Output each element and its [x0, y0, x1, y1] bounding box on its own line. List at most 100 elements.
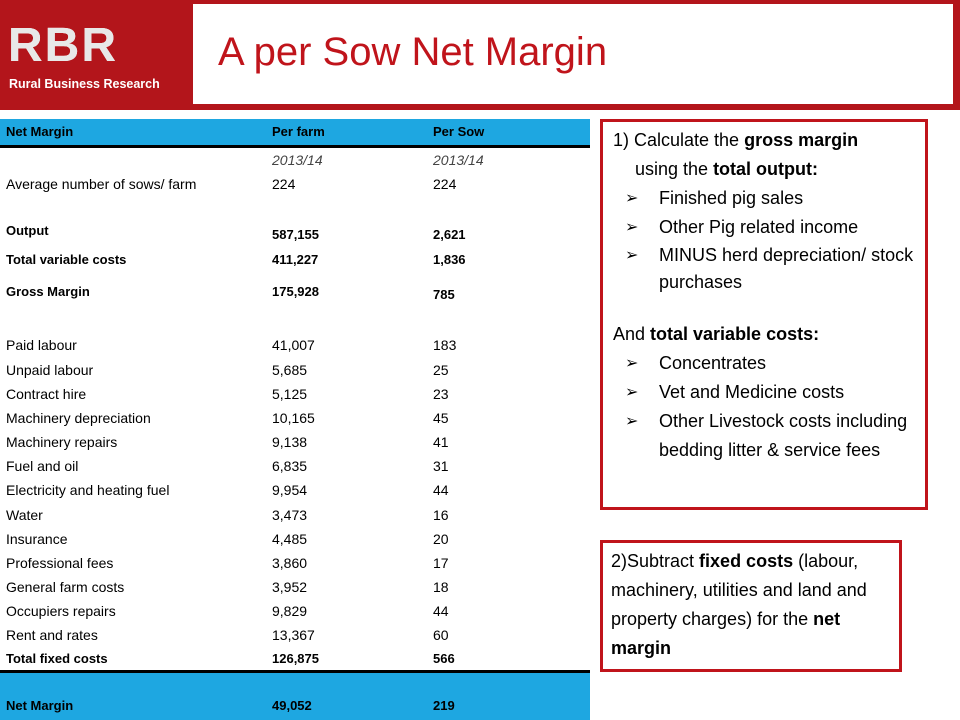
- step-2-part-a: 2)Subtract: [611, 551, 700, 571]
- row-per-sow: 20: [433, 531, 449, 547]
- row-label: Electricity and heating fuel: [6, 482, 170, 498]
- arrow-bullet-icon: ➢: [625, 355, 639, 372]
- year-per-sow: 2013/14: [433, 152, 484, 168]
- output-item: ➢ Finished pig sales: [613, 184, 925, 213]
- cost-item-text: Concentrates: [659, 353, 767, 373]
- step-1-text-2: using the: [635, 159, 714, 179]
- row-per-farm: 411,227: [272, 252, 319, 267]
- row-per-sow: 45: [433, 410, 449, 426]
- row-per-farm: 3,860: [272, 555, 308, 571]
- row-label: Contract hire: [6, 386, 87, 402]
- net-margin-instructions: 2)Subtract fixed costs (labour, machiner…: [600, 540, 902, 672]
- row-label: Output: [6, 223, 49, 238]
- cost-item-text: Vet and Medicine costs: [659, 382, 845, 402]
- step-2-part-c: (labour, machinery, utilities and land a…: [611, 551, 867, 629]
- row-per-farm: 49,052: [272, 698, 312, 713]
- cost-item: ➢ Concentrates: [613, 349, 925, 378]
- table-header: Net Margin Per farm Per Sow: [0, 119, 590, 148]
- row-label: Insurance: [6, 531, 68, 547]
- output-item: ➢ Other Pig related income: [613, 213, 925, 242]
- column-header-net-margin: Net Margin: [6, 124, 74, 139]
- row-per-farm: 9,829: [272, 603, 308, 619]
- row-per-sow: 25: [433, 362, 449, 378]
- cost-item-text: Other Livestock costs including bedding …: [659, 411, 908, 460]
- logo-letters: RBR: [8, 19, 118, 72]
- column-header-per-farm: Per farm: [272, 124, 325, 139]
- row-label: Occupiers repairs: [6, 603, 116, 619]
- and-line: And total variable costs:: [613, 320, 925, 349]
- step-2-text: 2)Subtract fixed costs (labour, machiner…: [603, 543, 899, 663]
- row-per-sow: 16: [433, 507, 449, 523]
- row-label: Machinery repairs: [6, 434, 118, 450]
- row-label: Paid labour: [6, 337, 77, 353]
- gross-margin-instructions: 1) Calculate the gross margin using the …: [600, 119, 928, 510]
- row-per-farm: 224: [272, 176, 296, 192]
- gross-margin-term: gross margin: [744, 130, 859, 150]
- rbr-logo: RBR Rural Business Research: [0, 0, 190, 110]
- row-per-farm: 4,485: [272, 531, 308, 547]
- row-per-farm: 9,138: [272, 434, 308, 450]
- and-text: And: [613, 324, 651, 344]
- row-label: Water: [6, 507, 43, 523]
- row-per-sow: 17: [433, 555, 449, 571]
- row-per-sow: 224: [433, 176, 457, 192]
- row-per-sow: 31: [433, 458, 449, 474]
- cost-item: ➢ Other Livestock costs including bedding…: [613, 407, 925, 465]
- net-margin-table: Net Margin Per farm Per Sow 2013/14 2013…: [0, 119, 590, 720]
- row-per-farm: 13,367: [272, 627, 315, 643]
- year-per-farm: 2013/14: [272, 152, 323, 168]
- row-per-farm: 587,155: [272, 227, 319, 242]
- header-right-border: [953, 0, 960, 110]
- row-per-sow: 183: [433, 337, 457, 353]
- net-margin-term: net margin: [611, 609, 841, 658]
- row-label: Total variable costs: [6, 252, 127, 267]
- row-per-sow: 2,621: [433, 227, 466, 242]
- spacer: [613, 296, 925, 320]
- row-label: Fuel and oil: [6, 458, 79, 474]
- row-label: Machinery depreciation: [6, 410, 151, 426]
- total-output-term: total output:: [713, 159, 819, 179]
- row-per-sow: 44: [433, 482, 449, 498]
- net-margin-band: [0, 673, 590, 720]
- row-per-sow: 60: [433, 627, 449, 643]
- step-1-text: 1) Calculate the: [613, 130, 745, 150]
- output-item-text: Other Pig related income: [659, 217, 859, 237]
- output-item: ➢ MINUS herd depreciation/ stock purchase…: [613, 242, 925, 296]
- row-label: Net Margin: [6, 698, 74, 713]
- row-per-sow: 219: [433, 698, 455, 713]
- row-per-farm: 3,473: [272, 507, 308, 523]
- arrow-bullet-icon: ➢: [625, 190, 639, 207]
- step-1-line-2: using the total output:: [613, 155, 925, 184]
- row-per-sow: 785: [433, 287, 455, 302]
- row-per-farm: 5,685: [272, 362, 308, 378]
- row-label: Gross Margin: [6, 284, 90, 299]
- arrow-bullet-icon: ➢: [625, 219, 639, 236]
- row-per-farm: 9,954: [272, 482, 308, 498]
- row-per-farm: 5,125: [272, 386, 308, 402]
- row-label: Unpaid labour: [6, 362, 94, 378]
- row-label: Total fixed costs: [6, 651, 108, 666]
- page-title: A per Sow Net Margin: [218, 30, 608, 74]
- row-label: General farm costs: [6, 579, 125, 595]
- header-top-border: [0, 0, 960, 4]
- row-label: Rent and rates: [6, 627, 98, 643]
- row-per-sow: 18: [433, 579, 449, 595]
- header: RBR Rural Business Research A per Sow Ne…: [0, 0, 960, 110]
- row-per-farm: 41,007: [272, 337, 315, 353]
- logo-subtitle: Rural Business Research: [9, 77, 160, 91]
- row-per-farm: 126,875: [272, 651, 319, 666]
- step-1-line: 1) Calculate the gross margin: [613, 126, 925, 155]
- arrow-bullet-icon: ➢: [625, 384, 639, 401]
- header-bottom-border: [0, 104, 960, 110]
- row-per-sow: 44: [433, 603, 449, 619]
- row-per-sow: 566: [433, 651, 455, 666]
- arrow-bullet-icon: ➢: [625, 413, 639, 430]
- output-item-text: MINUS herd depreciation/ stock purchases: [659, 245, 914, 292]
- output-item-text: Finished pig sales: [659, 188, 804, 208]
- row-per-sow: 41: [433, 434, 449, 450]
- row-per-farm: 6,835: [272, 458, 308, 474]
- fixed-costs-term: fixed costs: [699, 551, 794, 571]
- total-variable-costs-term: total variable costs:: [650, 324, 820, 344]
- row-per-sow: 1,836: [433, 252, 466, 267]
- arrow-bullet-icon: ➢: [625, 247, 639, 264]
